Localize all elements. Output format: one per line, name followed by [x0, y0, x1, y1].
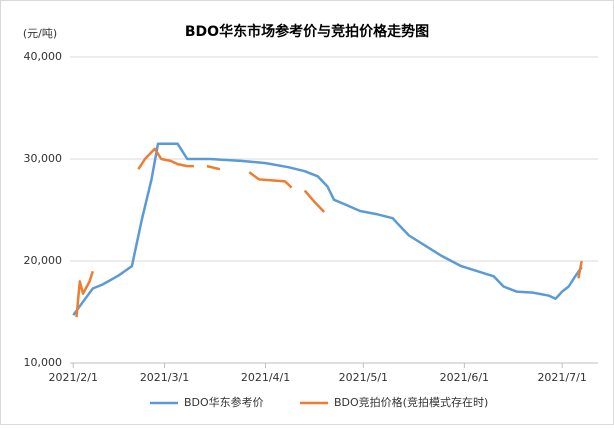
y-tick-label: 30,000: [24, 152, 63, 165]
x-tick-label: 2021/4/1: [241, 371, 290, 384]
x-tick-label: 2021/7/1: [537, 371, 586, 384]
y-axis-label: (元/吨): [23, 27, 57, 40]
x-tick-label: 2021/6/1: [440, 371, 489, 384]
legend-label: BDO竞拍价格(竞拍模式存在时): [334, 395, 488, 409]
legend-label: BDO华东参考价: [184, 395, 264, 409]
x-tick-label: 2021/3/1: [140, 371, 189, 384]
series-line: [72, 142, 583, 316]
series-line: [75, 147, 583, 318]
y-tick-label: 20,000: [24, 254, 63, 267]
y-tick-label: 40,000: [24, 50, 63, 63]
x-tick-label: 2021/5/1: [339, 371, 388, 384]
y-tick-label: 10,000: [24, 356, 63, 369]
chart-title: BDO华东市场参考价与竞拍价格走势图: [185, 23, 429, 40]
x-tick-label: 2021/2/1: [49, 371, 98, 384]
